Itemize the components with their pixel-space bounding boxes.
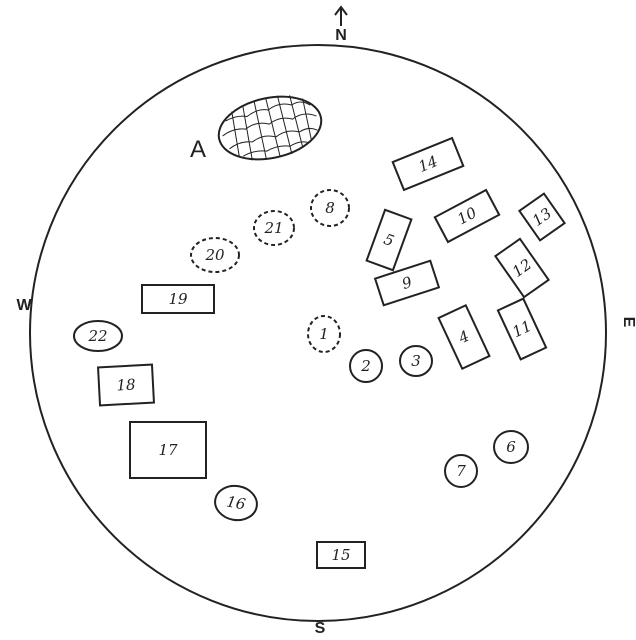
stone-14-label: 14 [416, 152, 440, 176]
stone-22-outline [73, 320, 123, 352]
feature-a-label: A [190, 136, 206, 163]
stone-15-outline [316, 541, 366, 569]
stone-21-label: 21 [263, 219, 283, 237]
stone-18-outline [96, 363, 156, 407]
stone-1-outline [307, 315, 341, 353]
stone-4-label: 4 [455, 327, 472, 348]
stone-6-outline [493, 430, 529, 464]
stone-13-label: 13 [529, 204, 555, 230]
feature-a-cobbles [217, 95, 323, 161]
stone-8-label: 8 [325, 199, 335, 217]
stone-14-outline [391, 136, 465, 192]
stone-19: 19 [141, 284, 215, 314]
stone-9-outline [373, 259, 441, 307]
stone-22-label: 22 [87, 327, 107, 345]
compass-west: W [16, 297, 32, 314]
stone-19-outline [141, 284, 215, 314]
stone-17-label: 17 [158, 441, 178, 459]
stone-12: 12 [493, 237, 551, 299]
stone-13-outline [517, 192, 567, 242]
stone-15: 15 [316, 541, 366, 569]
stone-18-label: 18 [116, 376, 136, 395]
stone-8: 8 [310, 189, 350, 227]
stone-21: 21 [253, 210, 295, 246]
stone-12-label: 12 [509, 255, 535, 281]
stone-11-outline [496, 297, 548, 361]
compass-north: N [335, 27, 347, 44]
stone-16-label: 16 [225, 492, 247, 513]
stone-20-outline [190, 237, 240, 273]
stone-11-label: 11 [510, 317, 535, 341]
stone-3-label: 3 [411, 352, 421, 370]
stone-4: 4 [437, 303, 491, 371]
stone-1: 1 [307, 315, 341, 353]
stone-16-outline [214, 484, 258, 522]
stone-11: 11 [496, 297, 548, 361]
stone-7-label: 7 [456, 462, 466, 480]
stone-6-label: 6 [506, 438, 516, 456]
stone-14: 14 [391, 136, 465, 192]
stone-10: 10 [433, 188, 501, 244]
stone-8-outline [310, 189, 350, 227]
stone-3: 3 [399, 345, 433, 377]
compass-south: S [315, 620, 326, 637]
stone-20-label: 20 [204, 246, 225, 264]
stone-17: 17 [129, 421, 207, 479]
stone-21-outline [253, 210, 295, 246]
stone-10-outline [433, 188, 501, 244]
stone-9-label: 9 [400, 273, 415, 293]
enclosure-circle [29, 44, 607, 622]
stone-1-label: 1 [319, 325, 329, 343]
stone-5-label: 5 [381, 230, 396, 250]
stone-15-label: 15 [331, 546, 350, 564]
stone-7-outline [444, 454, 478, 488]
stone-20: 20 [190, 237, 240, 273]
stone-2-label: 2 [360, 357, 371, 375]
stone-17-outline [129, 421, 207, 479]
stone-22: 22 [73, 320, 123, 352]
stone-19-label: 19 [168, 290, 188, 308]
stone-10-label: 10 [454, 203, 480, 228]
stone-5-outline [365, 208, 413, 272]
north-arrow-icon [334, 5, 348, 26]
stone-2-outline [349, 349, 383, 383]
stone-3-outline [399, 345, 433, 377]
stone-16: 16 [214, 484, 258, 522]
compass-east: E [620, 317, 636, 328]
stone-2: 2 [349, 349, 383, 383]
stone-6: 6 [493, 430, 529, 464]
stone-13: 13 [517, 192, 567, 242]
stone-18: 18 [96, 363, 156, 407]
stone-4-outline [437, 303, 491, 371]
stone-5: 5 [365, 208, 413, 272]
stone-7: 7 [444, 454, 478, 488]
stone-12-outline [493, 237, 551, 299]
